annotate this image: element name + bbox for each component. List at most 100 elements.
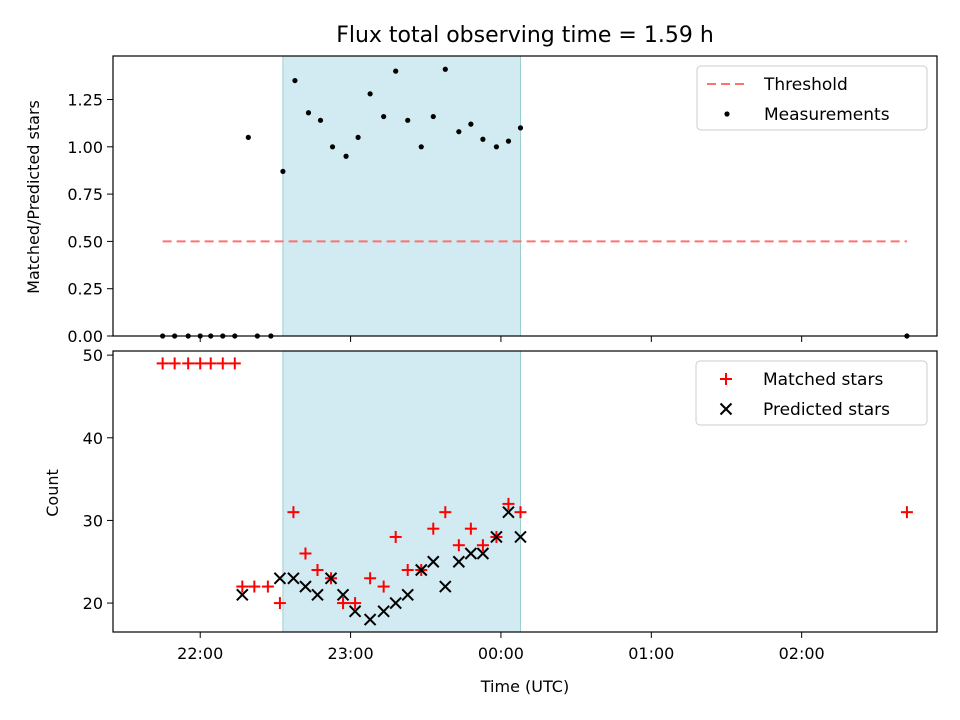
measurement-point (456, 129, 462, 135)
axes-frame (112, 55, 938, 337)
y-tick-label: 0.50 (67, 232, 103, 251)
legend-measurement-swatch (724, 111, 730, 117)
matched-star-point (476, 539, 489, 552)
legend-label: Threshold (763, 75, 848, 95)
matched-star-point (364, 572, 377, 585)
matched-star-point (216, 357, 229, 370)
predicted-star-point (476, 547, 490, 560)
predicted-star-point (363, 613, 377, 626)
matched-star-point (464, 522, 477, 535)
matched-star-point (377, 580, 390, 593)
predicted-star-point (464, 547, 478, 560)
matched-star-point (236, 580, 249, 593)
x-tick-label: 01:00 (628, 644, 674, 663)
measurement-point (367, 91, 373, 97)
measurement-point (505, 138, 512, 144)
matched-star-point (261, 580, 274, 593)
measurement-point (329, 144, 336, 150)
legend-predicted-swatch (719, 402, 733, 416)
matched-star-point (311, 564, 324, 577)
measurement-point (280, 168, 286, 175)
y-tick-label: 1.25 (67, 91, 103, 110)
matched-star-point (900, 506, 913, 519)
predicted-star-point (389, 596, 402, 610)
predicted-star-point (236, 588, 249, 602)
matched-star-point (337, 597, 350, 610)
y-tick-label: 20 (83, 594, 103, 613)
bottom-ylabel: Count (43, 469, 62, 517)
y-tick-label: 40 (83, 429, 103, 448)
predicted-star-point (439, 580, 452, 593)
x-tick-label: 00:00 (478, 644, 524, 663)
measurement-point (468, 121, 474, 127)
measurement-point (405, 117, 411, 123)
predicted-star-point (415, 563, 428, 577)
measurement-point (517, 125, 524, 131)
y-tick-label: 0.25 (67, 280, 103, 299)
matched-star-point (248, 580, 261, 593)
matched-star-point (194, 357, 207, 370)
top-ylabel: Matched/Predicted stars (24, 100, 43, 294)
matched-star-point (514, 506, 527, 519)
x-tick-label: 23:00 (328, 644, 374, 663)
measurement-point (381, 113, 387, 120)
predicted-star-point (502, 505, 515, 519)
top-panel: 0.00 0.25 0.50 0.75 1.00 1.25 Threshold Measure… (67, 55, 938, 346)
matched-star-point (349, 597, 362, 610)
predicted-star-point (299, 580, 312, 593)
measurement-point (292, 77, 298, 84)
legend: Threshold Measurements (696, 65, 928, 131)
legend-label: Matched stars (763, 370, 883, 390)
measurement-point (480, 136, 486, 142)
predicted-star-point (514, 530, 527, 544)
axes-frame (112, 350, 938, 633)
y-tick-label: 50 (83, 346, 103, 365)
matched-star-point (502, 497, 515, 510)
predicted-star-point (287, 572, 300, 585)
matched-star-point (401, 564, 414, 577)
matched-star-point (204, 357, 217, 370)
predicted-star-point (427, 555, 440, 568)
predicted-star-point (452, 555, 466, 568)
measurement-point (355, 134, 361, 140)
matched-star-point (439, 506, 452, 519)
matched-star-point (168, 357, 181, 370)
predicted-star-point (377, 605, 390, 618)
measurement-point (393, 68, 399, 74)
y-tick-label: 1.00 (67, 138, 103, 157)
matched-star-point (156, 357, 169, 370)
legend-label: Measurements (764, 105, 890, 125)
chart-title: Flux total observing time = 1.59 h (336, 23, 714, 48)
measurement-point (493, 144, 500, 150)
matched-star-point (228, 357, 241, 370)
matched-star-point (299, 547, 312, 560)
predicted-star-point (273, 572, 287, 585)
matched-star-point (389, 530, 402, 543)
legend: Matched stars Predicted stars (695, 360, 928, 426)
bottom-xlabel: Time (UTC) (480, 677, 569, 696)
legend-label: Predicted stars (763, 400, 890, 420)
observing-span (282, 55, 521, 337)
legend-matched-swatch (720, 373, 732, 385)
matched-star-point (452, 539, 465, 552)
measurement-point (418, 144, 424, 150)
bottom-panel: 20 30 40 50 22:00 23:00 00:00 01:00 02:00 Matched… (83, 346, 938, 663)
measurement-point (442, 66, 448, 72)
measurement-point (245, 134, 251, 140)
x-tick-label: 22:00 (177, 644, 223, 663)
y-tick-label: 30 (83, 511, 103, 530)
predicted-star-point (336, 588, 350, 602)
matched-star-point (273, 597, 286, 610)
predicted-star-point (348, 605, 362, 618)
predicted-star-point (324, 572, 338, 585)
x-tick-label: 02:00 (779, 644, 825, 663)
matched-star-point (287, 506, 300, 519)
measurement-point (343, 153, 349, 159)
measurement-point (317, 117, 324, 123)
measurement-point (430, 113, 436, 120)
predicted-star-point (311, 588, 324, 602)
y-tick-label: 0.00 (67, 327, 103, 346)
matched-star-point (427, 522, 440, 535)
predicted-star-point (490, 530, 503, 544)
